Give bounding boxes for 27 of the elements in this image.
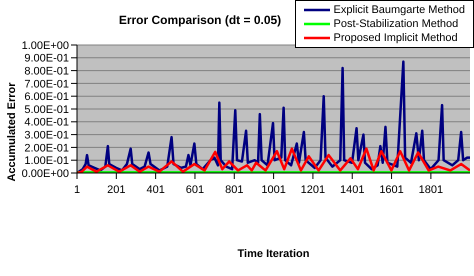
- y-tick-label: 1.00E-01: [24, 155, 69, 168]
- y-tick-label: 8.00E-01: [24, 66, 69, 78]
- y-tick-label: 7.00E-01: [24, 78, 69, 90]
- chart-title: Error Comparison (dt = 0.05): [118, 13, 282, 27]
- x-tick-label: 801: [225, 184, 244, 196]
- x-tick-label: 401: [146, 184, 165, 196]
- y-axis-title: Accumulated Error: [6, 81, 18, 184]
- x-tick-label: 1401: [340, 184, 364, 196]
- x-tick-label: 1201: [300, 184, 326, 196]
- x-tick-label: 601: [186, 184, 204, 196]
- y-tick-label: 2.00E-01: [24, 142, 69, 154]
- x-tick-label: 1801: [418, 184, 444, 196]
- legend-label: Explicit Baumgarte Method: [334, 4, 465, 16]
- y-tick-label: 5.00E-01: [24, 104, 69, 116]
- x-tick-label: 1601: [379, 184, 404, 196]
- y-tick-label: 0.00E+00: [22, 168, 69, 180]
- y-tick-label: 1.00E+00: [22, 40, 69, 52]
- x-tick-label: 1001: [261, 184, 286, 196]
- legend-label: Proposed Implicit Method: [334, 32, 458, 44]
- y-tick-label: 3.00E-01: [24, 130, 69, 142]
- x-axis-title: Time Iteration: [236, 248, 310, 260]
- legend-label: Post-Stabilization Method: [334, 18, 458, 30]
- y-tick-label: 9.00E-01: [24, 52, 69, 65]
- x-tick-label: 201: [107, 184, 126, 196]
- y-tick-label: 4.00E-01: [24, 116, 69, 129]
- y-tick-label: 6.00E-01: [24, 91, 69, 104]
- x-tick-label: 1: [74, 184, 80, 196]
